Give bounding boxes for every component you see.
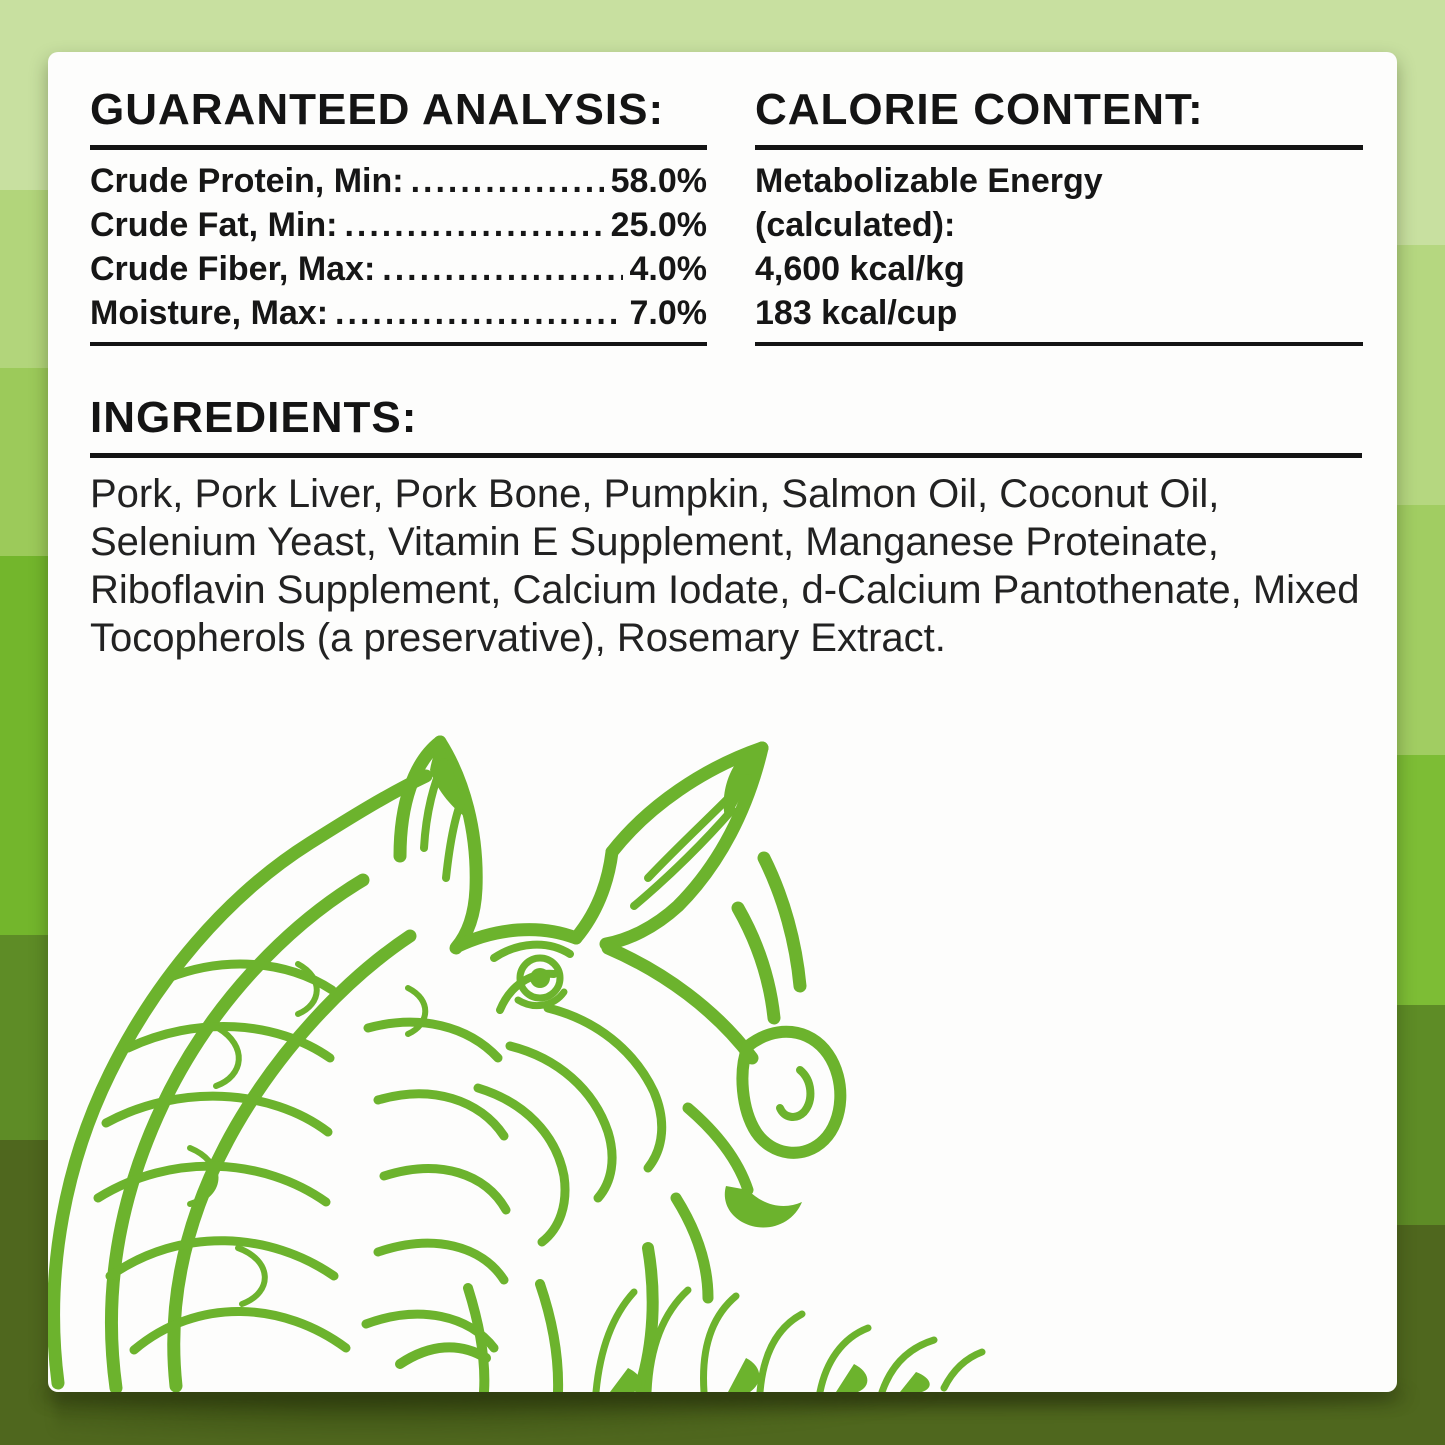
calorie-content-title: CALORIE CONTENT: xyxy=(755,88,1363,150)
nutrient-value: 7.0% xyxy=(629,294,708,332)
calorie-line: (calculated): xyxy=(755,206,956,244)
calorie-line: 183 kcal/cup xyxy=(755,294,958,332)
dot-leader: ........................................… xyxy=(382,250,622,288)
nutrient-label: Crude Fiber, Max: xyxy=(90,250,376,288)
nutrient-label: Crude Fat, Min: xyxy=(90,206,338,244)
ingredients-text: Pork, Pork Liver, Pork Bone, Pumpkin, Sa… xyxy=(90,472,1360,660)
calorie-content-body: Metabolizable Energy (calculated): 4,600… xyxy=(755,159,1363,346)
table-row: Crude Fat, Min: ........................… xyxy=(90,203,707,247)
nutrient-value: 25.0% xyxy=(610,206,707,244)
nutrient-value: 4.0% xyxy=(629,250,708,288)
guaranteed-analysis-table: Crude Protein, Min: ....................… xyxy=(90,159,707,346)
guaranteed-analysis-section: GUARANTEED ANALYSIS: Crude Protein, Min:… xyxy=(90,88,707,346)
nutrient-label: Moisture, Max: xyxy=(90,294,329,332)
ingredients-section: INGREDIENTS: Pork, Pork Liver, Pork Bone… xyxy=(90,396,1362,662)
nutrient-value: 58.0% xyxy=(610,162,707,200)
calorie-content-section: CALORIE CONTENT: Metabolizable Energy (c… xyxy=(755,88,1363,346)
pig-line-art-illustration xyxy=(48,735,986,1392)
background-gradient-right xyxy=(1397,0,1445,1445)
calorie-line: 4,600 kcal/kg xyxy=(755,250,965,288)
calorie-line: Metabolizable Energy xyxy=(755,162,1103,200)
pig-reflection-shadow xyxy=(55,1392,935,1440)
dot-leader: ........................................… xyxy=(335,294,622,332)
table-row: Crude Fiber, Max: ......................… xyxy=(90,247,707,291)
table-row: Moisture, Max: .........................… xyxy=(90,291,707,335)
guaranteed-analysis-title: GUARANTEED ANALYSIS: xyxy=(90,88,707,150)
dot-leader: ........................................… xyxy=(344,206,604,244)
nutrient-label: Crude Protein, Min: xyxy=(90,162,404,200)
table-row: Crude Protein, Min: ....................… xyxy=(90,159,707,203)
ingredients-title: INGREDIENTS: xyxy=(90,396,1362,458)
dot-leader: ........................................… xyxy=(410,162,604,200)
label-card: GUARANTEED ANALYSIS: Crude Protein, Min:… xyxy=(48,52,1397,1392)
